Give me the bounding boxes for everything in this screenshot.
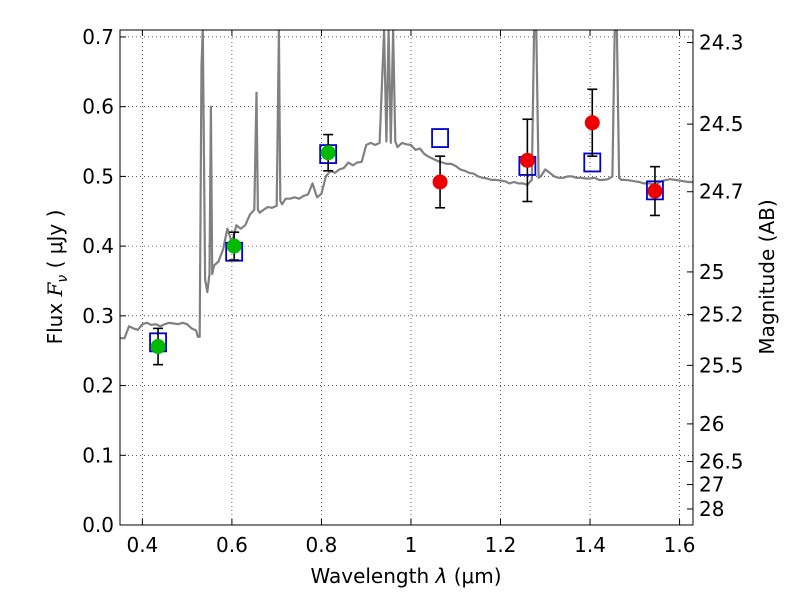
observed-photometry-point [226, 238, 242, 254]
x-tick-label: 0.6 [216, 533, 248, 557]
y2-tick-label: 24.5 [699, 112, 744, 136]
axis-ticks [120, 30, 693, 526]
y2-tick-label: 24.3 [699, 31, 744, 55]
y2-tick-label: 24.7 [699, 180, 744, 204]
y2-tick-label: 26 [699, 412, 724, 436]
y2-tick-label: 25.5 [699, 353, 744, 377]
x-tick-label: 1.6 [664, 533, 696, 557]
y-tick-label: 0.5 [82, 164, 114, 188]
y2-tick-label: 25.2 [699, 302, 744, 326]
y-tick-label: 0.0 [82, 513, 114, 537]
y-tick-label: 0.6 [82, 95, 114, 119]
y-axis-label-subscript: ν [55, 275, 71, 283]
x-axis-label: Wavelength λ (μm) [310, 564, 501, 588]
y-tick-label: 0.3 [82, 304, 114, 328]
plot-area [120, 30, 693, 525]
x-axis-label-symbol: λ [435, 564, 448, 588]
observed-photometry-point [647, 183, 663, 199]
x-tick-label: 1.4 [574, 533, 606, 557]
y2-tick-label: 27 [699, 473, 724, 497]
x-tick-label: 1 [405, 533, 418, 557]
y-axis-label-unit: ( μJy ) [43, 210, 67, 269]
y2-axis-label: Magnitude (AB) [755, 199, 779, 354]
y2-tick-label: 28 [699, 497, 724, 521]
y-tick-label: 0.7 [82, 25, 114, 49]
model-photometry-square [431, 128, 449, 148]
x-tick-label: 0.8 [306, 533, 338, 557]
x-axis-label-text: Wavelength [310, 564, 429, 588]
y-tick-label: 0.1 [82, 443, 114, 467]
y2-tick-label: 26.5 [699, 450, 744, 474]
y2-tick-label: 25 [699, 260, 724, 284]
grid-lines [120, 30, 693, 526]
x-axis-label-unit: (μm) [454, 564, 502, 588]
observed-photometry-point [519, 152, 535, 168]
model-spectrum-line [120, 30, 693, 340]
observed-photometry-point [150, 339, 166, 355]
x-tick-label: 1.2 [485, 533, 517, 557]
y-tick-label: 0.4 [82, 234, 114, 258]
y-axis-label: Flux Fν ( μJy ) [43, 210, 71, 345]
plot-content [120, 30, 693, 366]
y-axis-label-symbol: F [43, 281, 67, 297]
plot-frame [119, 29, 694, 526]
y-axis-label-text: Flux [43, 303, 67, 345]
y-tick-label: 0.2 [82, 374, 114, 398]
x-tick-label: 0.4 [126, 533, 158, 557]
observed-photometry-point [584, 115, 600, 131]
observed-photometry-point [320, 145, 336, 161]
observed-photometry-point [432, 174, 448, 190]
